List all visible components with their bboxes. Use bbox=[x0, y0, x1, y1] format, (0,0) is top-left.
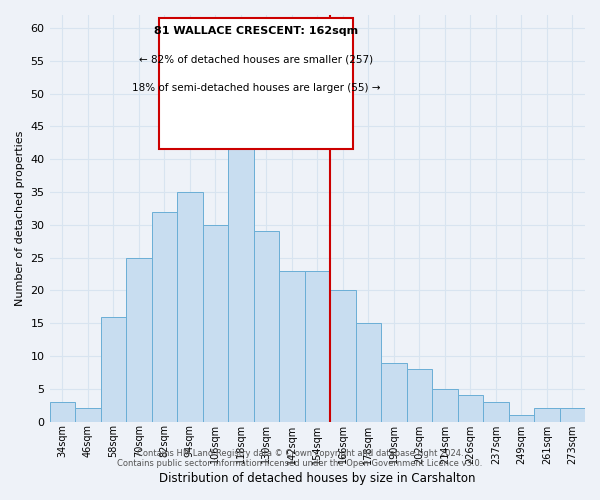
Bar bbox=[254, 232, 279, 422]
X-axis label: Distribution of detached houses by size in Carshalton: Distribution of detached houses by size … bbox=[159, 472, 476, 485]
Y-axis label: Number of detached properties: Number of detached properties bbox=[15, 130, 25, 306]
Bar bbox=[509, 415, 534, 422]
Text: ← 82% of detached houses are smaller (257): ← 82% of detached houses are smaller (25… bbox=[139, 55, 373, 65]
Bar bbox=[101, 316, 126, 422]
Bar bbox=[75, 408, 101, 422]
Text: 18% of semi-detached houses are larger (55) →: 18% of semi-detached houses are larger (… bbox=[132, 84, 380, 94]
Bar bbox=[458, 396, 483, 421]
Bar bbox=[407, 369, 432, 422]
FancyBboxPatch shape bbox=[159, 18, 353, 150]
Bar bbox=[177, 192, 203, 422]
Bar bbox=[126, 258, 152, 422]
Bar bbox=[381, 362, 407, 422]
Bar bbox=[534, 408, 560, 422]
Text: 81 WALLACE CRESCENT: 162sqm: 81 WALLACE CRESCENT: 162sqm bbox=[154, 26, 358, 36]
Bar bbox=[483, 402, 509, 421]
Bar bbox=[305, 270, 330, 422]
Text: Contains public sector information licensed under the Open Government Licence v3: Contains public sector information licen… bbox=[118, 459, 482, 468]
Bar bbox=[228, 100, 254, 422]
Bar bbox=[330, 290, 356, 422]
Bar bbox=[203, 225, 228, 422]
Bar bbox=[432, 388, 458, 422]
Bar bbox=[560, 408, 585, 422]
Bar bbox=[152, 212, 177, 422]
Bar bbox=[356, 323, 381, 422]
Bar bbox=[50, 402, 75, 421]
Text: Contains HM Land Registry data © Crown copyright and database right 2024.: Contains HM Land Registry data © Crown c… bbox=[137, 449, 463, 458]
Bar bbox=[279, 270, 305, 422]
